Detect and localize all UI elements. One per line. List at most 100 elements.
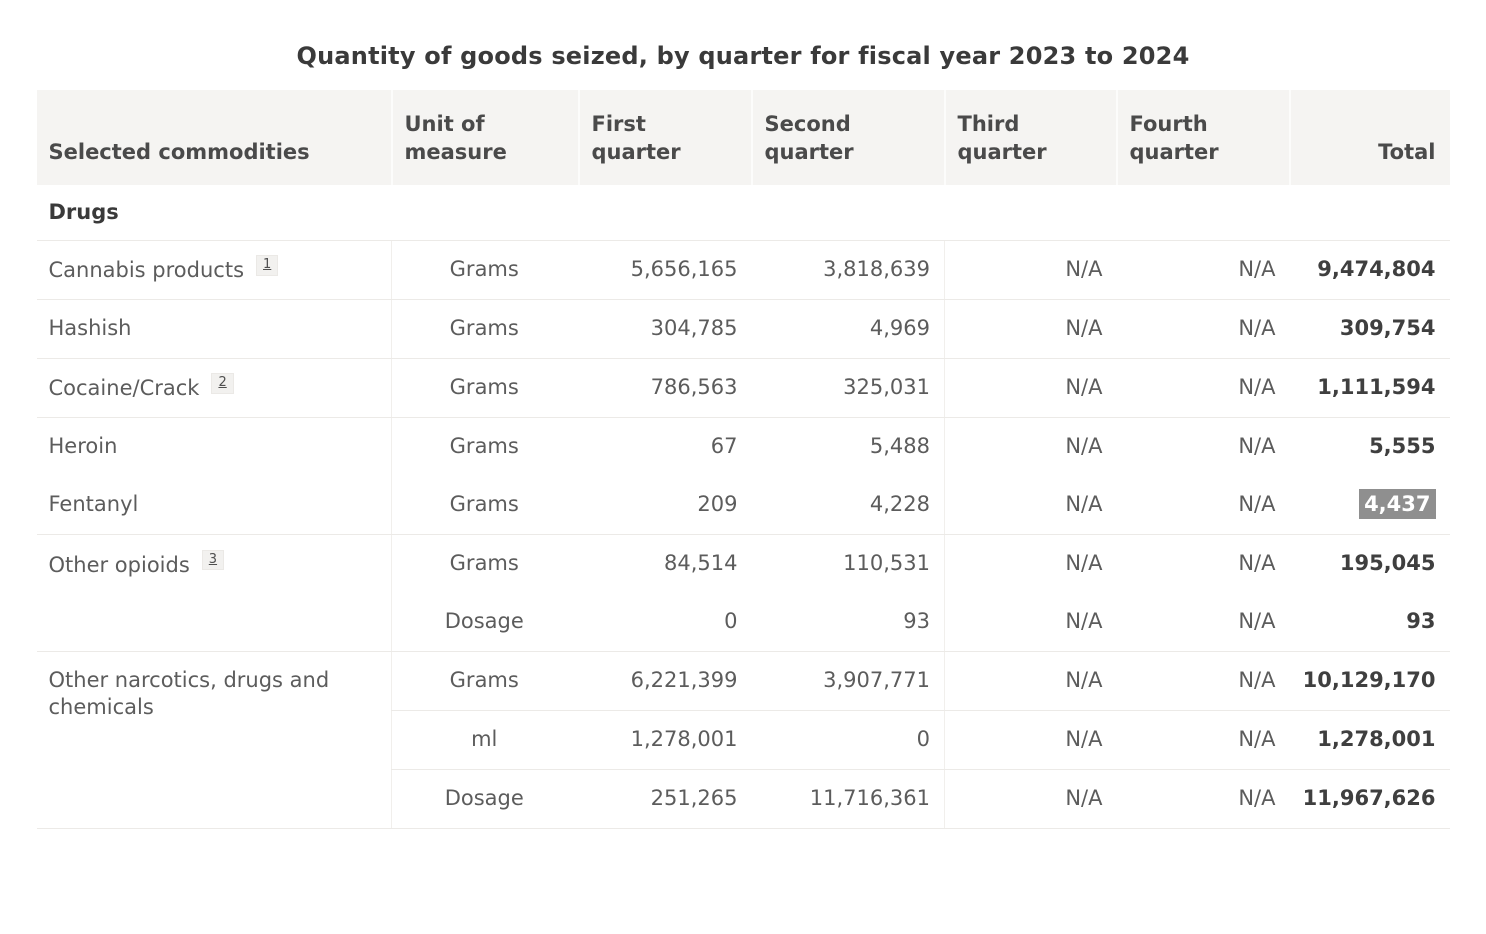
commodity-label: Hashish [48, 316, 132, 341]
cell-second-quarter: 325,031 [751, 358, 945, 418]
table-row: Dosage 251,265 11,716,361 N/A N/A 11,967,626 [37, 769, 1450, 829]
cell-total: 9,474,804 [1289, 240, 1450, 300]
table-row: Other narcotics, drugs and chemicals Gram… [36, 651, 1450, 829]
commodity-label: Heroin [48, 434, 118, 459]
table-row: Dosage 0 93 N/A N/A 93 [37, 592, 1450, 652]
cell-commodity: Heroin [37, 417, 392, 476]
cell-unit: Grams [391, 417, 579, 476]
cell-total: 1,111,594 [1289, 358, 1450, 418]
col-header-fourth-quarter: Fourth quarter [1115, 90, 1290, 185]
table-row: ml 1,278,001 0 N/A N/A 1,278,001 [37, 710, 1450, 770]
table-row: Other opioids 3 Grams 84,514 110,531 N/A N/A 19… [36, 534, 1450, 652]
commodity-label: Cannabis products [48, 258, 245, 283]
cell-total: 5,555 [1369, 434, 1436, 459]
commodity-label: Fentanyl [48, 492, 139, 517]
cell-third-quarter: N/A [944, 769, 1117, 829]
col-header-first-quarter: First quarter [577, 90, 752, 185]
cell-second-quarter: 4,969 [751, 299, 945, 359]
cell-total: 11,967,626 [1289, 769, 1450, 829]
cell-commodity: Hashish [36, 299, 392, 359]
cell-commodity: Fentanyl [36, 475, 392, 535]
cell-total: 4,437 [1289, 475, 1450, 535]
col-header-third-quarter: Third quarter [943, 90, 1117, 185]
cell-total: 195,045 [1339, 551, 1436, 576]
table-row: Hashish Grams 304,785 4,969 N/A N/A 309,754 [36, 299, 1450, 359]
cell-total: 10,129,170 [1289, 651, 1450, 711]
cell-third-quarter: N/A [944, 651, 1117, 711]
cell-third-quarter: N/A [944, 592, 1117, 652]
cell-second-quarter: 11,716,361 [751, 769, 945, 829]
cell-first-quarter: 1,278,001 [578, 710, 752, 770]
cell-second-quarter: 4,228 [751, 475, 945, 535]
cell-first-quarter: 251,265 [578, 769, 752, 829]
cell-total: 93 [1289, 592, 1450, 652]
header-row: Selected commodities Unit of measure Fir… [36, 90, 1450, 185]
cell-third-quarter: N/A [944, 534, 1117, 593]
cell-unit: ml [391, 710, 579, 770]
cell-unit: Grams [391, 358, 579, 418]
table-header: Selected commodities Unit of measure Fir… [36, 90, 1450, 185]
col-header-second-quarter: Second quarter [750, 90, 945, 185]
cell-commodity: Other opioids 3 [36, 534, 392, 652]
cell-total: 309,754 [1289, 299, 1450, 359]
cell-third-quarter: N/A [944, 417, 1117, 476]
commodity-label: Other narcotics, drugs and chemicals [48, 667, 330, 719]
table-row: Cannabis products 1 Grams 5,656,165 3,818,63… [36, 240, 1450, 300]
footnote-link[interactable]: 1 [256, 255, 279, 276]
cell-fourth-quarter: N/A [1116, 710, 1290, 770]
cell-unit: Dosage [391, 592, 579, 652]
cell-third-quarter: N/A [944, 240, 1117, 300]
cell-first-quarter: 786,563 [578, 358, 752, 418]
table-row: Cocaine/Crack 2 Grams 786,563 325,031 N/A N/A 1… [36, 358, 1450, 418]
cell-commodity: Cocaine/Crack 2 [36, 358, 392, 418]
page: Quantity of goods seized, by quarter for… [0, 42, 1486, 829]
cell-first-quarter: 5,656,165 [578, 240, 752, 300]
col-header-unit-of-measure: Unit of measure [390, 90, 579, 185]
cell-fourth-quarter: N/A [1238, 434, 1276, 459]
cell-first-quarter: 84,514 [664, 551, 738, 576]
footnote-link[interactable]: 3 [201, 549, 225, 571]
section-label: Drugs [36, 184, 1450, 241]
commodity-label: Other opioids [48, 552, 190, 577]
commodity-label: Cocaine/Crack [48, 376, 200, 401]
cell-third-quarter: N/A [944, 475, 1117, 535]
cell-unit: Dosage [391, 769, 579, 829]
cell-commodity: Other narcotics, drugs and chemicals [36, 651, 392, 829]
table-row: Heroin Grams 67 5,488 N/A N/A 5,555 [37, 417, 1450, 476]
cell-second-quarter: 3,818,639 [751, 240, 945, 300]
cell-fourth-quarter: N/A [1116, 769, 1290, 829]
cell-third-quarter: N/A [944, 358, 1117, 418]
cell-unit: Grams [391, 651, 579, 711]
cell-unit: Grams [391, 299, 579, 359]
cell-second-quarter: 93 [751, 592, 945, 652]
cell-commodity: Cannabis products 1 [36, 240, 392, 300]
cell-total: 1,278,001 [1289, 710, 1450, 770]
cell-unit: Grams [391, 475, 579, 535]
cell-fourth-quarter: N/A [1116, 475, 1290, 535]
page-title: Quantity of goods seized, by quarter for… [296, 42, 1190, 70]
cell-unit: Grams [391, 534, 579, 593]
cell-third-quarter: N/A [944, 299, 1117, 359]
cell-unit: Grams [391, 240, 579, 300]
cell-fourth-quarter: N/A [1116, 592, 1290, 652]
cell-second-quarter: 110,531 [843, 551, 930, 576]
cell-first-quarter: 209 [578, 475, 752, 535]
col-header-total: Total [1288, 90, 1450, 185]
col-header-selected-commodities: Selected commodities [36, 90, 392, 185]
cell-first-quarter: 67 [710, 434, 738, 459]
goods-seized-table: Selected commodities Unit of measure Fir… [36, 90, 1450, 829]
cell-fourth-quarter: N/A [1116, 651, 1290, 711]
cell-first-quarter: 304,785 [578, 299, 752, 359]
cell-second-quarter: 3,907,771 [751, 651, 945, 711]
cell-fourth-quarter: N/A [1238, 551, 1276, 576]
table-row: Fentanyl Grams 209 4,228 N/A N/A 4,437 [36, 475, 1450, 535]
cell-fourth-quarter: N/A [1116, 358, 1290, 418]
footnote-link[interactable]: 2 [211, 373, 234, 394]
cell-fourth-quarter: N/A [1116, 299, 1290, 359]
cell-third-quarter: N/A [944, 710, 1117, 770]
table-body: Drugs Cannabis products 1 Grams 5,656,165 3,8… [36, 184, 1450, 829]
section-row-drugs: Drugs [36, 184, 1450, 241]
cell-second-quarter: 5,488 [869, 434, 930, 459]
cell-first-quarter: 0 [578, 592, 752, 652]
cell-first-quarter: 6,221,399 [578, 651, 752, 711]
